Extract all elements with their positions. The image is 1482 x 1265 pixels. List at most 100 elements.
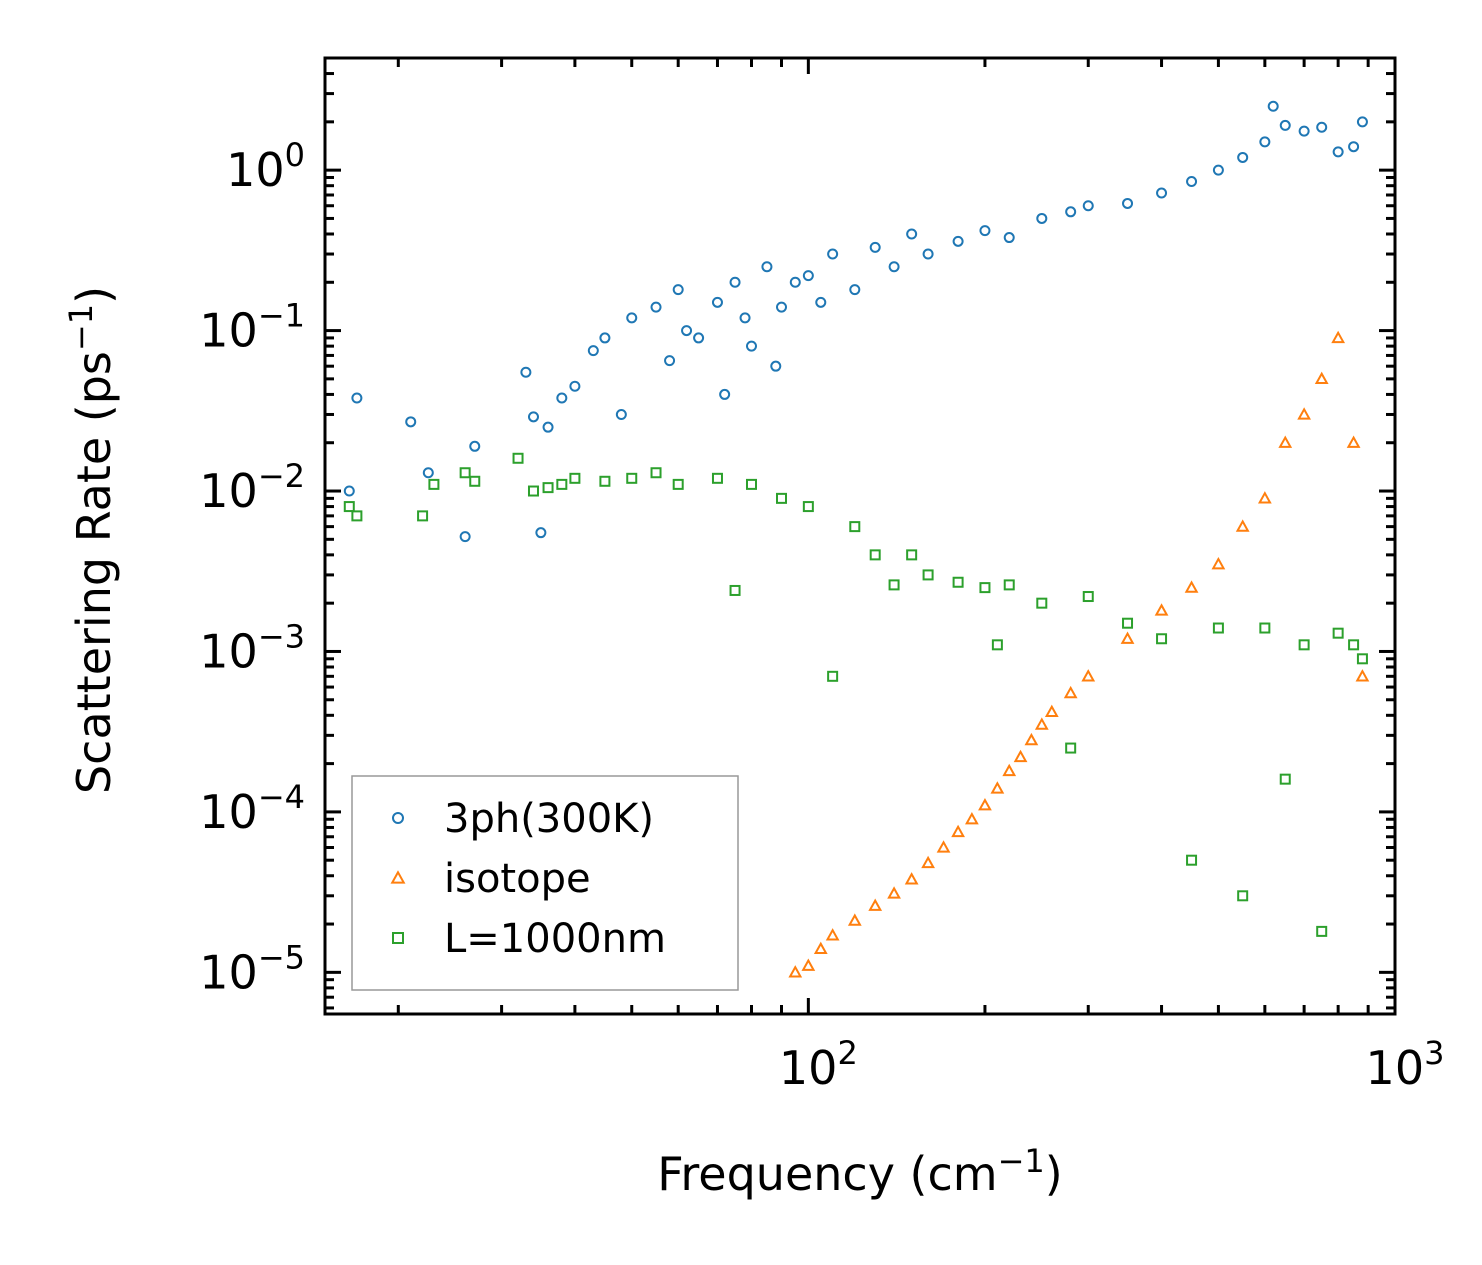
data-point xyxy=(1356,116,1368,128)
data-point xyxy=(869,241,881,253)
data-point xyxy=(520,366,532,378)
data-point xyxy=(672,284,684,296)
data-point xyxy=(847,913,862,926)
data-point xyxy=(1332,146,1344,158)
data-point xyxy=(711,472,723,484)
data-point xyxy=(849,284,861,296)
data-point xyxy=(827,248,839,260)
data-point xyxy=(542,421,554,433)
data-point xyxy=(1346,435,1361,448)
data-point xyxy=(527,411,539,423)
data-point xyxy=(556,392,568,404)
y-axis-title-close: ) xyxy=(67,286,121,304)
data-point xyxy=(1024,732,1039,746)
data-point xyxy=(469,440,481,452)
data-point xyxy=(906,228,918,240)
data-point xyxy=(979,582,991,594)
legend-marker xyxy=(392,932,404,944)
data-point xyxy=(1122,197,1134,209)
data-point xyxy=(813,941,828,955)
data-point xyxy=(1278,435,1293,448)
data-point xyxy=(1211,556,1226,570)
data-point xyxy=(825,928,840,941)
data-point xyxy=(1279,119,1291,131)
data-point xyxy=(1279,773,1291,785)
data-point xyxy=(801,958,816,971)
data-point xyxy=(827,670,839,682)
data-point xyxy=(1212,164,1224,176)
data-point xyxy=(1332,627,1344,639)
y-tick-label: 10−4 xyxy=(199,778,305,839)
axis-ticks xyxy=(325,56,1397,1014)
legend-label: L=1000nm xyxy=(444,916,666,962)
data-points xyxy=(343,100,1370,978)
y-tick-label-base: 10 xyxy=(226,143,285,197)
x-axis-title-close: ) xyxy=(1045,1147,1063,1201)
data-point xyxy=(556,478,568,490)
data-point xyxy=(569,380,581,392)
data-point xyxy=(869,549,881,561)
y-axis-title: Scattering Rate (ps−1) xyxy=(62,286,121,794)
data-point xyxy=(922,569,934,581)
data-point xyxy=(1034,717,1049,730)
data-point xyxy=(1186,175,1198,187)
plot-frame xyxy=(323,56,1397,1016)
y-tick-label-base: 10 xyxy=(199,945,258,999)
data-point xyxy=(711,296,723,308)
data-point xyxy=(693,332,705,344)
data-point xyxy=(343,501,355,513)
y-axis-title-base: Scattering Rate (ps xyxy=(67,351,121,794)
x-tick-label-exp: 2 xyxy=(837,1034,857,1072)
y-tick-label: 10−3 xyxy=(199,617,305,678)
data-point xyxy=(599,475,611,487)
data-point xyxy=(1003,232,1015,244)
x-tick-label-base: 10 xyxy=(779,1041,838,1095)
data-point xyxy=(1186,854,1198,866)
data-point xyxy=(978,798,992,811)
y-tick-label: 10−2 xyxy=(199,457,305,518)
data-point xyxy=(587,345,599,357)
data-point xyxy=(535,527,547,539)
data-point xyxy=(789,276,801,288)
data-point xyxy=(428,478,440,490)
data-point xyxy=(1267,100,1279,112)
data-point xyxy=(459,531,471,543)
data-point xyxy=(1065,206,1077,218)
data-point xyxy=(459,467,471,479)
y-axis-title-exp: −1 xyxy=(62,304,100,351)
data-point xyxy=(1235,519,1250,532)
legend-box xyxy=(351,775,739,991)
legend-label: isotope xyxy=(444,856,591,902)
data-point xyxy=(868,898,883,911)
y-tick-label-exp: −2 xyxy=(258,457,305,495)
data-point xyxy=(1348,639,1360,651)
data-point xyxy=(681,325,693,337)
data-point xyxy=(922,248,934,260)
x-tick-label-base: 10 xyxy=(1366,1041,1425,1095)
legend-marker xyxy=(390,870,406,884)
data-point xyxy=(626,472,638,484)
data-point xyxy=(1156,633,1168,645)
data-point xyxy=(1257,491,1272,504)
data-point xyxy=(1036,597,1048,609)
data-point xyxy=(650,301,662,313)
data-point xyxy=(343,485,355,497)
data-point xyxy=(1003,579,1015,591)
y-tick-label-exp: −4 xyxy=(258,778,305,816)
data-point xyxy=(761,261,773,273)
data-point xyxy=(1081,669,1096,682)
x-tick-label-exp: 3 xyxy=(1424,1034,1444,1072)
data-point xyxy=(788,965,803,978)
legend-label: 3ph(300K) xyxy=(444,796,654,842)
data-point xyxy=(1237,151,1249,163)
data-point xyxy=(664,355,676,367)
data-point xyxy=(1065,742,1077,754)
data-point xyxy=(1120,631,1135,644)
data-point xyxy=(906,549,918,561)
x-axis-title-base: Frequency (cm xyxy=(657,1147,997,1201)
data-point xyxy=(1082,591,1094,603)
data-point xyxy=(1212,622,1224,634)
data-point xyxy=(1044,704,1059,718)
data-point xyxy=(1297,407,1312,420)
